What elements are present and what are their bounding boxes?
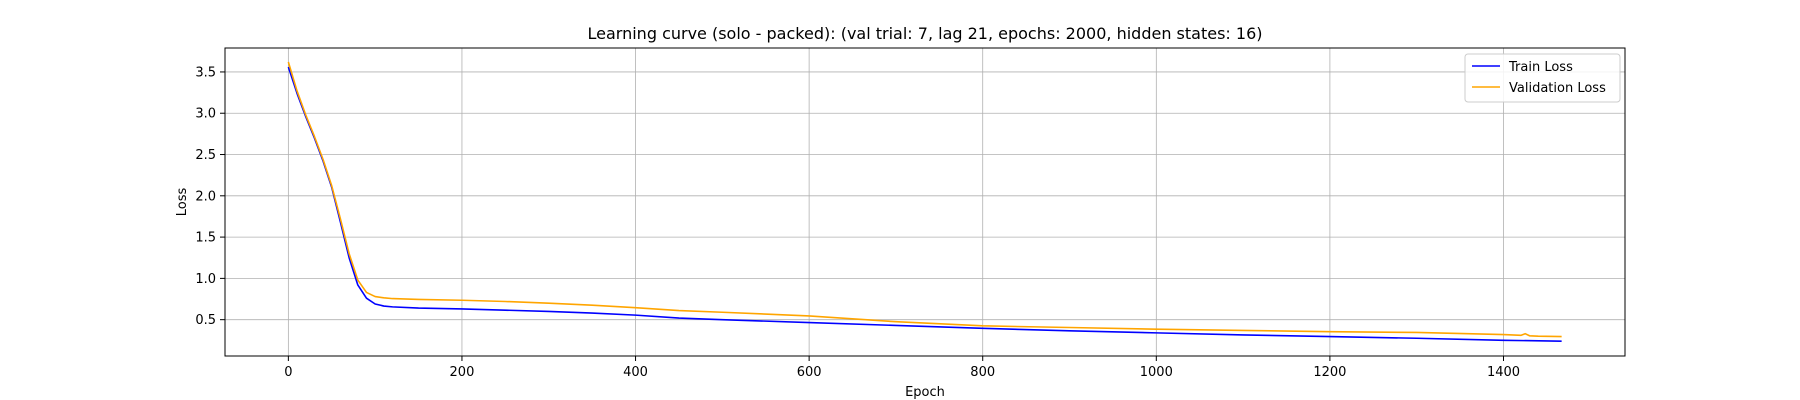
x-tick-label: 1000 <box>1140 365 1173 380</box>
plot-area-frame <box>224 47 1626 357</box>
y-tick-label: 1.5 <box>195 231 216 246</box>
y-tick-label: 0.5 <box>195 313 216 328</box>
y-tick-label: 1.0 <box>195 272 216 287</box>
y-tick-label: 2.5 <box>195 148 216 163</box>
series-line-validation-loss <box>287 61 1562 338</box>
legend-label-validation-loss: Validation Loss <box>1509 81 1606 96</box>
legend-label-train-loss: Train Loss <box>1508 60 1573 75</box>
x-tick-label: 400 <box>623 365 648 380</box>
axis-ticks: 0 200 400 600 800 1000 1200 1400 0.5 1.0 1.5 2.0 2.5… <box>195 65 1520 380</box>
y-tick-label: 2.0 <box>195 189 216 204</box>
y-tick-label: 3.5 <box>195 65 216 80</box>
x-tick-label: 800 <box>970 365 995 380</box>
x-tick-label: 0 <box>284 365 292 380</box>
y-tick-label: 3.0 <box>195 107 216 122</box>
x-tick-label: 600 <box>797 365 822 380</box>
x-tick-label: 1200 <box>1313 365 1346 380</box>
x-tick-label: 1400 <box>1487 365 1520 380</box>
legend: Train Loss Validation Loss <box>1464 53 1621 103</box>
chart-title: Learning curve (solo - packed): (val tri… <box>588 24 1263 43</box>
x-axis-label: Epoch <box>905 385 945 400</box>
series-lines <box>287 61 1562 342</box>
legend-box <box>1464 53 1621 103</box>
x-tick-label: 200 <box>450 365 475 380</box>
y-axis-label: Loss <box>175 188 190 217</box>
